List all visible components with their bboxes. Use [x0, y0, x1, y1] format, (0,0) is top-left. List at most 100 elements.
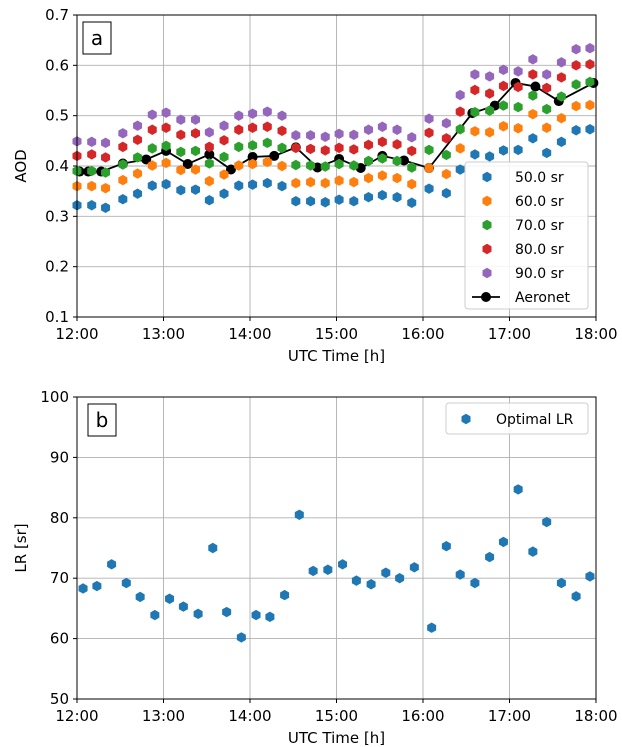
point-80-0-sr [87, 149, 97, 160]
y-axis-title-a: AOD [12, 149, 30, 182]
legend-marker [482, 195, 492, 207]
y-axis-title-b: LR [sr] [12, 523, 30, 572]
point-50-0-sr [161, 178, 171, 190]
x-tick-label: 16:00 [401, 325, 444, 343]
point-optimal-lr [513, 484, 523, 495]
point-80-0-sr [377, 136, 387, 148]
point-80-0-sr [204, 141, 214, 153]
point-70-0-sr [498, 100, 508, 111]
point-70-0-sr [291, 159, 301, 171]
point-50-0-sr [364, 192, 374, 203]
point-90-0-sr [424, 113, 434, 124]
panel-label-box-a [82, 21, 112, 55]
point-50-0-sr [219, 188, 229, 199]
x-axis-title-b: UTC Time [h] [288, 729, 385, 747]
point-90-0-sr [320, 131, 330, 143]
y-tick-label: 0.3 [45, 207, 69, 225]
point-90-0-sr [377, 121, 387, 132]
x-tick-label: 15:00 [315, 707, 358, 725]
point-60-0-sr [248, 158, 258, 170]
point-optimal-lr [178, 601, 188, 612]
point-50-0-sr [277, 180, 287, 192]
point-optimal-lr [150, 609, 160, 621]
point-60-0-sr [291, 177, 301, 189]
point-80-0-sr [219, 135, 229, 146]
point-optimal-lr [193, 608, 203, 620]
point-80-0-sr [277, 125, 287, 136]
point-70-0-sr [585, 76, 595, 88]
point-90-0-sr [542, 69, 552, 80]
legend-label: 60.0 sr [515, 194, 564, 210]
point-90-0-sr [118, 128, 128, 139]
point-60-0-sr [542, 122, 552, 133]
point-optimal-lr [542, 516, 552, 528]
point-50-0-sr [528, 133, 538, 144]
point-80-0-sr [407, 145, 417, 157]
point-optimal-lr [107, 559, 117, 570]
point-optimal-lr [528, 546, 538, 557]
point-optimal-lr [294, 509, 304, 520]
point-50-0-sr [87, 200, 97, 211]
point-optimal-lr [366, 579, 376, 590]
point-60-0-sr [161, 157, 171, 169]
x-tick-label: 18:00 [574, 707, 617, 725]
point-90-0-sr [204, 127, 214, 138]
y-tick-label: 80 [50, 509, 69, 527]
point-50-0-sr [234, 180, 244, 191]
point-optimal-lr [280, 589, 290, 601]
point-60-0-sr [219, 169, 229, 180]
point-60-0-sr [349, 176, 359, 188]
point-80-0-sr [248, 122, 258, 133]
point-optimal-lr [308, 565, 318, 577]
point-60-0-sr [262, 156, 272, 168]
point-optimal-lr [571, 591, 581, 602]
point-90-0-sr [485, 71, 495, 82]
point-optimal-lr [338, 559, 348, 570]
point-80-0-sr [485, 88, 495, 99]
point-90-0-sr [528, 54, 538, 65]
point-70-0-sr [542, 103, 552, 115]
point-80-0-sr [161, 122, 171, 133]
point-50-0-sr [392, 192, 402, 203]
point-60-0-sr [498, 121, 508, 132]
y-tick-label: 50 [50, 690, 69, 708]
point-60-0-sr [133, 168, 143, 179]
point-60-0-sr [87, 180, 97, 192]
point-70-0-sr [407, 162, 417, 173]
point-optimal-lr [455, 569, 465, 580]
point-60-0-sr [585, 99, 595, 111]
legend-label: 70.0 sr [515, 218, 564, 234]
point-90-0-sr [133, 120, 143, 131]
y-tick-label: 0.1 [45, 308, 69, 326]
point-80-0-sr [101, 152, 111, 163]
point-70-0-sr [101, 167, 111, 178]
point-optimal-lr [222, 606, 232, 618]
point-70-0-sr [485, 105, 495, 116]
point-90-0-sr [407, 132, 417, 143]
point-50-0-sr [191, 184, 201, 195]
point-50-0-sr [470, 149, 480, 160]
legend-label: 80.0 sr [515, 242, 564, 258]
point-90-0-sr [234, 110, 244, 121]
legend-marker [461, 413, 471, 425]
point-optimal-lr [381, 567, 391, 578]
point-80-0-sr [334, 142, 344, 154]
point-50-0-sr [101, 202, 111, 213]
point-50-0-sr [542, 147, 552, 159]
point-80-0-sr [542, 82, 552, 94]
point-90-0-sr [441, 118, 451, 129]
point-50-0-sr [147, 180, 157, 191]
point-60-0-sr [441, 168, 451, 180]
point-optimal-lr [395, 573, 405, 584]
point-70-0-sr [306, 160, 316, 171]
point-50-0-sr [262, 177, 272, 189]
point-90-0-sr [364, 124, 374, 135]
legend-aeronet-marker [481, 292, 491, 302]
aeronet-point [247, 151, 258, 162]
legend-marker [482, 243, 492, 255]
point-70-0-sr [556, 91, 566, 102]
point-optimal-lr [485, 551, 495, 563]
point-optimal-lr [556, 577, 566, 589]
x-tick-label: 14:00 [228, 325, 271, 343]
